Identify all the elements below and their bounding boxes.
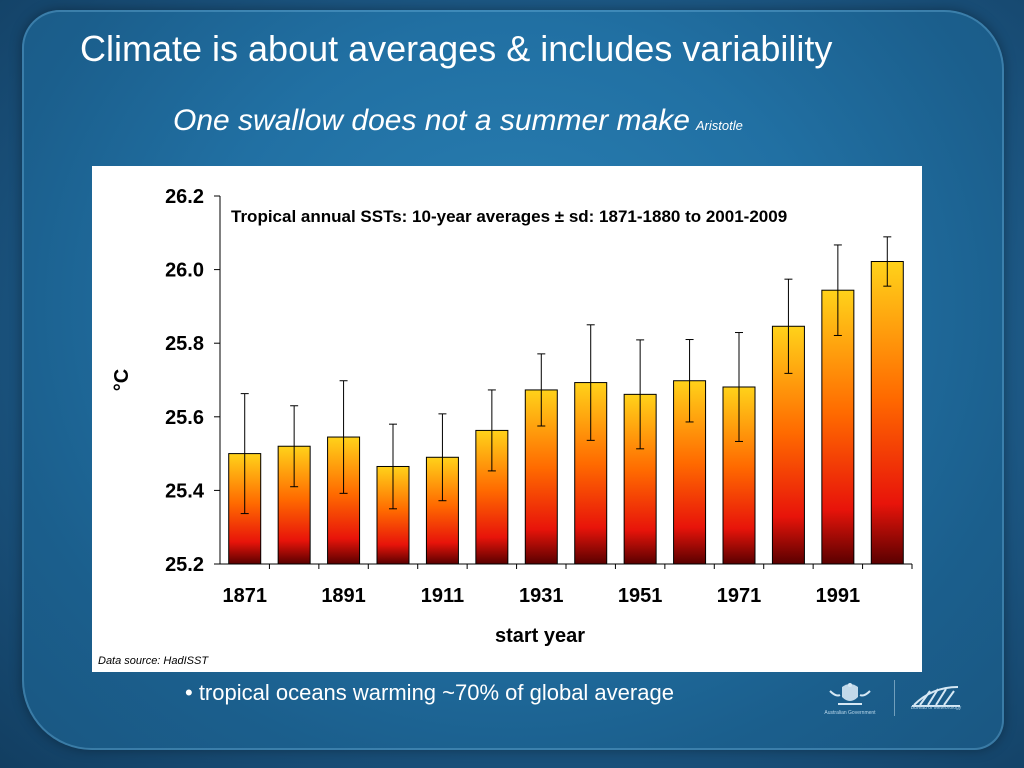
chart-axes [219,196,912,565]
x-tick-label: 1991 [816,585,861,607]
bureau-logo-icon [912,686,960,707]
error-bar-1981 [784,278,793,374]
error-bar-1941 [586,324,595,441]
error-bar-1971 [735,332,743,442]
subtitle-quote: One swallow does not a summer make [173,104,690,137]
bureau-logo-text: Bureau of Meteorology [910,706,962,711]
x-tick-label: 1891 [321,585,366,607]
error-bar-1881 [290,405,299,488]
error-bar-1961 [685,339,694,423]
logo-area: Australian Government Bureau of Meteorol… [808,676,978,722]
chart-panel: 25.2 25.4 25.6 25.8 26.0 26.2 1871 1891 1911 193… [92,166,922,672]
bar-1931 [524,389,558,565]
logo-divider [894,680,895,716]
error-bar-1951 [636,339,645,450]
y-tick-label: 25.2 [165,554,204,576]
bar-2001 [870,261,904,565]
slide-subtitle: One swallow does not a summer make Aristo… [173,104,953,138]
data-source-note: Data source: HadISST [98,655,209,667]
error-bars [240,236,892,515]
error-bar-2001 [883,236,892,287]
error-bar-1991 [833,244,842,336]
error-bar-1911 [438,413,447,502]
x-tick-label: 1871 [222,585,267,607]
y-tick-label: 25.8 [165,333,204,355]
error-bar-1871 [240,393,249,515]
bars [228,261,904,565]
x-tick-label: 1951 [618,585,663,607]
error-bar-1891 [339,380,348,494]
error-bar-1931 [537,353,546,427]
sst-bar-chart: 25.2 25.4 25.6 25.8 26.0 26.2 1871 1891 1911 193… [98,186,913,667]
error-bar-1901 [389,423,397,510]
x-tick-label: 1931 [519,585,564,607]
y-tick-label: 26.0 [165,260,204,282]
government-logo-text: Australian Government [824,710,876,716]
y-tick-label: 25.6 [165,407,204,429]
x-tick-label: 1911 [421,585,464,607]
x-tick-label: 1971 [717,585,762,607]
x-ticks: 1871 1891 1911 1931 1951 1971 1991 [222,564,913,607]
x-axis-label: start year [495,625,585,647]
chart-title: Tropical annual SSTs: 10-year averages ±… [231,207,787,226]
bullet-point: • tropical oceans warming ~70% of global… [185,680,674,705]
y-tick-label: 25.4 [165,480,205,502]
government-crest-icon [829,683,871,705]
y-tick-label: 26.2 [165,186,204,208]
y-axis-label: °C [111,369,133,391]
slide-title: Climate is about averages & includes var… [80,28,833,69]
y-ticks: 25.2 25.4 25.6 25.8 26.0 26.2 [165,186,220,576]
error-bar-1921 [487,389,496,472]
subtitle-attribution: Aristotle [695,118,743,133]
